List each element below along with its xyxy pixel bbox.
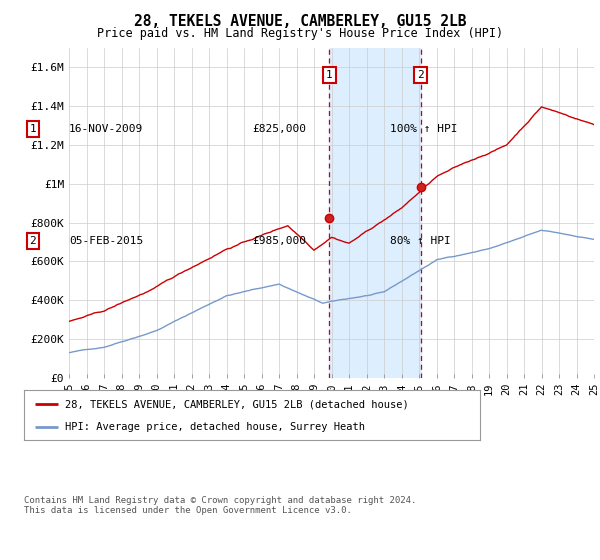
Text: Price paid vs. HM Land Registry's House Price Index (HPI): Price paid vs. HM Land Registry's House … — [97, 27, 503, 40]
Text: 1: 1 — [29, 124, 37, 134]
Text: Contains HM Land Registry data © Crown copyright and database right 2024.
This d: Contains HM Land Registry data © Crown c… — [24, 496, 416, 515]
Text: 28, TEKELS AVENUE, CAMBERLEY, GU15 2LB: 28, TEKELS AVENUE, CAMBERLEY, GU15 2LB — [134, 14, 466, 29]
Text: 1: 1 — [326, 70, 333, 80]
Text: 80% ↑ HPI: 80% ↑ HPI — [390, 236, 451, 246]
Text: 16-NOV-2009: 16-NOV-2009 — [69, 124, 143, 134]
Bar — [329, 48, 421, 378]
Text: 05-FEB-2015: 05-FEB-2015 — [69, 236, 143, 246]
Text: 100% ↑ HPI: 100% ↑ HPI — [390, 124, 458, 134]
Text: 2: 2 — [417, 70, 424, 80]
Text: HPI: Average price, detached house, Surrey Heath: HPI: Average price, detached house, Surr… — [65, 422, 365, 432]
Text: 28, TEKELS AVENUE, CAMBERLEY, GU15 2LB (detached house): 28, TEKELS AVENUE, CAMBERLEY, GU15 2LB (… — [65, 399, 409, 409]
Text: £985,000: £985,000 — [252, 236, 306, 246]
Text: £825,000: £825,000 — [252, 124, 306, 134]
Text: 2: 2 — [29, 236, 37, 246]
